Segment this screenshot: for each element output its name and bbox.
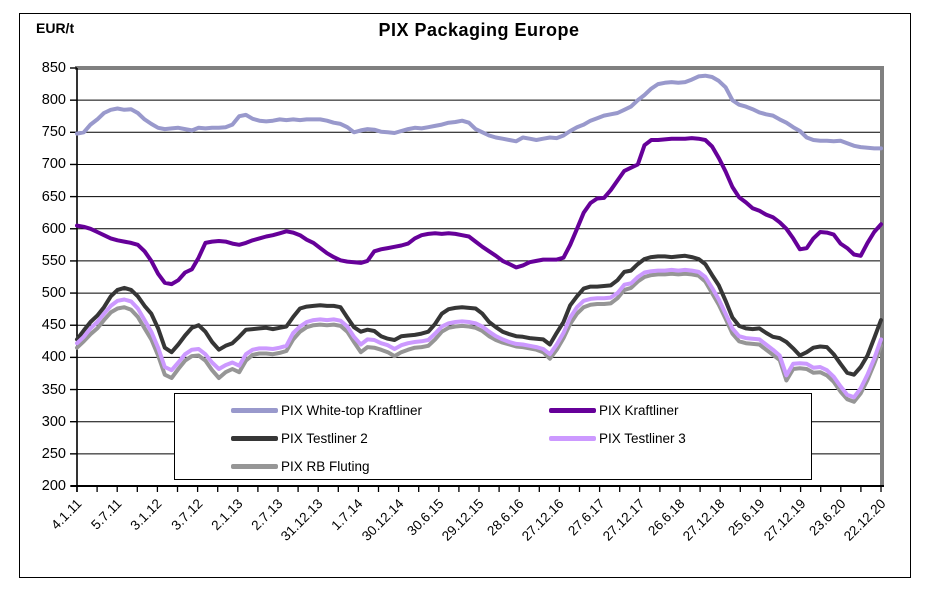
legend-swatch-pix-white-top-kraftliner xyxy=(231,407,278,413)
legend-box: PIX White-top Kraftliner PIX Kraftliner PI… xyxy=(174,393,812,480)
legend-item-pix-testliner-2: PIX Testliner 2 xyxy=(231,430,368,446)
legend-swatch-pix-kraftliner xyxy=(549,407,596,413)
series-line-pix-testliner-3 xyxy=(75,267,883,400)
y-axis-label: 250 xyxy=(41,445,66,462)
y-axis-label: 200 xyxy=(41,478,66,494)
legend-label: PIX Kraftliner xyxy=(599,402,679,418)
y-axis-unit-label: EUR/t xyxy=(36,20,75,36)
y-axis-label: 300 xyxy=(41,413,66,430)
y-axis-label: 350 xyxy=(41,381,66,398)
y-axis-label: 500 xyxy=(41,285,66,302)
y-axis-label: 800 xyxy=(41,92,66,109)
legend-label: PIX RB Fluting xyxy=(281,458,370,474)
legend-swatch-pix-rb-fluting xyxy=(231,463,278,469)
legend-item-pix-white-top-kraftliner: PIX White-top Kraftliner xyxy=(231,402,422,418)
legend-label: PIX White-top Kraftliner xyxy=(281,402,423,418)
legend-item-pix-testliner-3: PIX Testliner 3 xyxy=(549,430,686,446)
y-axis-label: 450 xyxy=(41,317,66,334)
y-axis-label: 600 xyxy=(41,220,66,237)
y-axis-label: 650 xyxy=(41,188,66,205)
series-line-pix-testliner-2 xyxy=(75,253,883,377)
legend-item-pix-kraftliner: PIX Kraftliner xyxy=(549,402,679,418)
legend-label: PIX Testliner 3 xyxy=(599,430,686,446)
legend-item-pix-rb-fluting: PIX RB Fluting xyxy=(231,458,370,474)
series-line-pix-kraftliner xyxy=(75,136,883,287)
series-line-pix-rb-fluting xyxy=(75,271,883,404)
legend-label: PIX Testliner 2 xyxy=(281,430,368,446)
figure-border xyxy=(19,13,911,578)
y-axis-label: 550 xyxy=(41,252,66,269)
legend-swatch-pix-testliner-3 xyxy=(549,435,596,441)
legend-swatch-pix-testliner-2 xyxy=(231,435,278,441)
chart-title: PIX Packaging Europe xyxy=(378,20,580,40)
y-axis-label: 850 xyxy=(41,60,66,76)
series-line-pix-white-top-kraftliner xyxy=(75,73,883,151)
y-axis-label: 750 xyxy=(41,124,66,141)
y-axis-label: 400 xyxy=(41,349,66,366)
y-axis-label: 700 xyxy=(41,156,66,173)
